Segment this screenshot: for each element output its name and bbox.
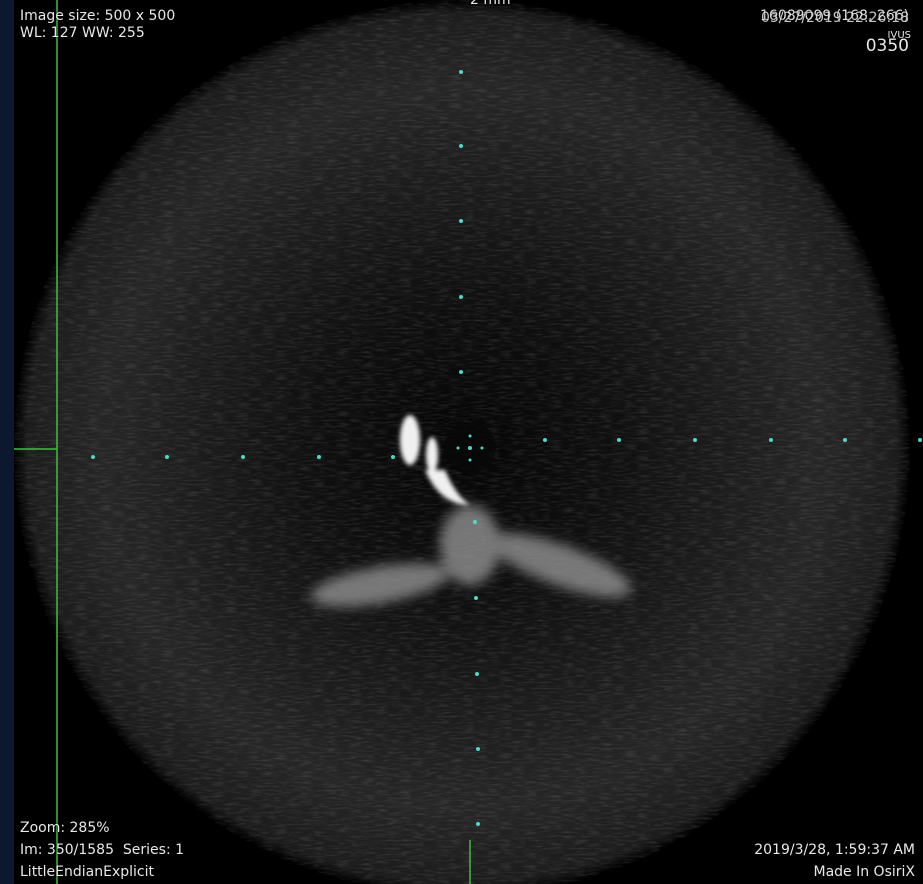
frame-number: 0350 xyxy=(865,36,909,56)
modality: IVUS xyxy=(887,30,911,41)
info-line: WL: 127 WW: 255 xyxy=(20,25,145,41)
crosshair xyxy=(14,0,471,884)
info-line: Zoom: 285% xyxy=(20,820,110,836)
bottom-left-info: Zoom: 285% Im: 350/1585 Series: 1 LittleEn… xyxy=(20,817,184,883)
scale-dots xyxy=(91,70,922,826)
top-right-date: 03/27/2019 22:26:18 xyxy=(760,10,909,26)
info-line: Made In OsiriX xyxy=(813,864,916,880)
info-line: LittleEndianExplicit xyxy=(20,864,154,880)
top-right-info: 16089099 (168, 266) xyxy=(760,8,909,24)
info-line: Im: 350/1585 Series: 1 xyxy=(20,842,185,858)
bottom-right-info: 2019/3/28, 1:59:37 AM Made In OsiriX xyxy=(754,839,915,883)
info-line: Image size: 500 x 500 xyxy=(20,8,176,24)
top-left-info: Image size: 500 x 500 WL: 127 WW: 255 xyxy=(20,8,175,42)
ultrasound-image xyxy=(14,0,910,884)
scale-label: 2 mm xyxy=(470,0,511,8)
info-line: 2019/3/28, 1:59:37 AM xyxy=(754,842,915,858)
